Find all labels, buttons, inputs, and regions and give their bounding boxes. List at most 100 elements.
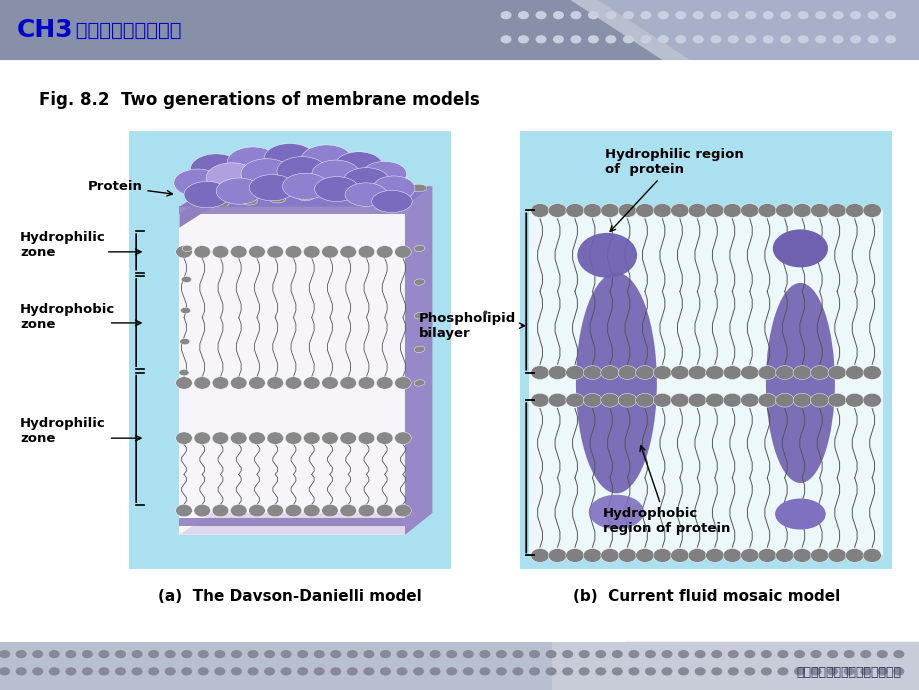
Circle shape (762, 11, 773, 19)
Circle shape (775, 393, 793, 407)
Circle shape (548, 393, 566, 407)
Circle shape (376, 246, 392, 258)
Circle shape (722, 393, 741, 407)
Circle shape (394, 504, 411, 517)
Circle shape (652, 549, 671, 562)
Ellipse shape (282, 173, 328, 199)
Circle shape (583, 549, 601, 562)
Circle shape (267, 246, 283, 258)
Circle shape (611, 650, 622, 658)
Circle shape (517, 35, 528, 43)
Circle shape (176, 246, 192, 258)
Circle shape (814, 11, 825, 19)
Circle shape (479, 667, 490, 676)
Text: Phospholipid
bilayer: Phospholipid bilayer (418, 312, 524, 339)
Circle shape (49, 667, 60, 676)
Circle shape (530, 549, 549, 562)
Circle shape (357, 504, 374, 517)
Bar (179, 518, 404, 526)
Circle shape (876, 667, 887, 676)
Circle shape (565, 366, 584, 380)
Circle shape (363, 650, 374, 658)
Circle shape (322, 246, 338, 258)
Circle shape (285, 504, 301, 517)
Circle shape (285, 377, 301, 389)
Circle shape (340, 377, 357, 389)
Circle shape (779, 11, 790, 19)
Circle shape (248, 377, 265, 389)
Circle shape (635, 393, 653, 407)
Circle shape (376, 377, 392, 389)
Circle shape (194, 246, 210, 258)
Circle shape (376, 504, 392, 517)
Text: Protein: Protein (87, 180, 172, 196)
Circle shape (394, 246, 411, 258)
Circle shape (165, 667, 176, 676)
Bar (179, 206, 404, 214)
Circle shape (231, 377, 246, 389)
Circle shape (867, 11, 878, 19)
Ellipse shape (414, 245, 425, 252)
Circle shape (775, 366, 793, 380)
Circle shape (640, 11, 651, 19)
Bar (0, 642, 919, 690)
Circle shape (500, 35, 511, 43)
Circle shape (826, 650, 837, 658)
Circle shape (600, 549, 618, 562)
Circle shape (827, 549, 845, 562)
Circle shape (797, 35, 808, 43)
Ellipse shape (325, 191, 342, 199)
Circle shape (176, 432, 192, 444)
Circle shape (583, 366, 601, 380)
Ellipse shape (174, 169, 221, 197)
Circle shape (743, 650, 754, 658)
Circle shape (793, 667, 804, 676)
Circle shape (396, 667, 407, 676)
Circle shape (535, 35, 546, 43)
Circle shape (849, 11, 860, 19)
Circle shape (740, 549, 758, 562)
Ellipse shape (362, 161, 406, 186)
Circle shape (212, 432, 229, 444)
Text: Hydrophilic
zone: Hydrophilic zone (20, 231, 106, 259)
Circle shape (65, 650, 76, 658)
Polygon shape (0, 0, 689, 60)
Circle shape (212, 377, 229, 389)
Circle shape (600, 204, 618, 217)
Ellipse shape (249, 175, 295, 201)
Circle shape (740, 393, 758, 407)
Circle shape (605, 11, 616, 19)
Ellipse shape (575, 273, 656, 493)
Circle shape (578, 667, 589, 676)
Circle shape (322, 504, 338, 517)
Circle shape (565, 393, 584, 407)
Circle shape (322, 377, 338, 389)
Circle shape (661, 650, 672, 658)
Circle shape (644, 667, 655, 676)
Circle shape (810, 650, 821, 658)
Ellipse shape (414, 313, 425, 319)
Circle shape (675, 11, 686, 19)
Circle shape (694, 667, 705, 676)
Circle shape (705, 549, 723, 562)
Circle shape (462, 667, 473, 676)
Circle shape (303, 246, 320, 258)
Circle shape (0, 650, 10, 658)
Circle shape (876, 650, 887, 658)
Circle shape (394, 377, 411, 389)
Circle shape (618, 393, 636, 407)
Circle shape (148, 650, 159, 658)
Polygon shape (551, 642, 919, 690)
Circle shape (587, 35, 598, 43)
Circle shape (744, 35, 755, 43)
Circle shape (528, 650, 539, 658)
Circle shape (709, 11, 720, 19)
Circle shape (380, 667, 391, 676)
Circle shape (757, 393, 776, 407)
Circle shape (115, 650, 126, 658)
Circle shape (530, 204, 549, 217)
Circle shape (535, 11, 546, 19)
Ellipse shape (180, 308, 190, 314)
Circle shape (814, 35, 825, 43)
Ellipse shape (588, 495, 643, 529)
